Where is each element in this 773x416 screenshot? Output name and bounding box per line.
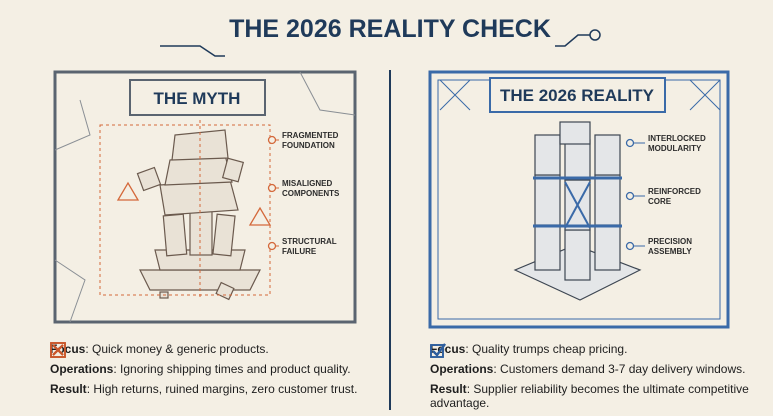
callout-line: ASSEMBLY bbox=[648, 247, 692, 256]
point: Operations: Customers demand 3-7 day del… bbox=[430, 343, 770, 376]
deco-line bbox=[555, 34, 590, 47]
point-body: : Ignoring shipping times and product qu… bbox=[113, 362, 351, 376]
point: Focus: Quality trumps cheap pricing. bbox=[430, 342, 770, 358]
point-text: Operations: Ignoring shipping times and … bbox=[50, 362, 351, 376]
callout-line: INTERLOCKED bbox=[648, 134, 706, 143]
callout-line: MISALIGNED bbox=[282, 179, 332, 188]
label-dot bbox=[625, 241, 635, 251]
myth-heading: THE MYTH bbox=[154, 89, 241, 108]
point-text: Result: Supplier reliability becomes the… bbox=[430, 382, 770, 410]
myth-points: Focus: Quick money & generic products. Op… bbox=[50, 342, 380, 402]
reality-heading: THE 2026 REALITY bbox=[500, 86, 655, 105]
callout-label: STRUCTURAL FAILURE bbox=[282, 237, 337, 256]
label-dot bbox=[267, 183, 277, 193]
title: THE 2026 REALITY CHECK bbox=[229, 15, 551, 43]
point-key: Result bbox=[430, 382, 467, 396]
callout-line: FAILURE bbox=[282, 247, 317, 256]
callout-line: REINFORCED bbox=[648, 187, 701, 196]
point-body: : Supplier reliability becomes the ultim… bbox=[430, 382, 749, 410]
point: Result: High returns, ruined margins, ze… bbox=[50, 342, 380, 396]
callout-label: MISALIGNED COMPONENTS bbox=[282, 179, 340, 198]
point-body: : Quality trumps cheap pricing. bbox=[465, 342, 628, 356]
crack bbox=[54, 71, 356, 323]
callout-line: STRUCTURAL bbox=[282, 237, 337, 246]
point-body: : Customers demand 3-7 day delivery wind… bbox=[493, 362, 746, 376]
reinforcement bbox=[533, 176, 622, 229]
reality-heading-box bbox=[489, 77, 666, 113]
point: Operations: Ignoring shipping times and … bbox=[50, 342, 380, 376]
x-icon bbox=[50, 342, 66, 358]
check-icon bbox=[430, 343, 446, 358]
point-key: Operations bbox=[430, 362, 494, 376]
callout-line: FRAGMENTED bbox=[282, 131, 339, 140]
solid-tower bbox=[513, 121, 642, 301]
point-key: Result bbox=[50, 382, 87, 396]
callout-label: FRAGMENTED FOUNDATION bbox=[282, 131, 339, 150]
label-dot bbox=[625, 138, 635, 148]
crumbling-tower bbox=[136, 129, 261, 301]
callout-line: COMPONENTS bbox=[282, 189, 340, 198]
guide-lines bbox=[99, 120, 271, 300]
label-dot bbox=[267, 241, 277, 251]
point-body: : Quick money & generic products. bbox=[85, 342, 269, 356]
callout-label: PRECISION ASSEMBLY bbox=[648, 237, 692, 256]
point-text: Operations: Customers demand 3-7 day del… bbox=[430, 362, 745, 376]
reality-frame bbox=[428, 70, 730, 329]
point-key: Focus bbox=[50, 342, 86, 356]
blueprint-cross bbox=[439, 79, 721, 111]
reality-points: Focus: Quality trumps cheap pricing. Oper… bbox=[430, 342, 770, 416]
warning-icon bbox=[116, 181, 272, 226]
point-body: : High returns, ruined margins, zero cus… bbox=[86, 382, 358, 396]
callout-line: MODULARITY bbox=[648, 144, 702, 153]
callout-line: PRECISION bbox=[648, 237, 692, 246]
callout-line: CORE bbox=[648, 197, 672, 206]
callout-line: FOUNDATION bbox=[282, 141, 335, 150]
deco-line bbox=[160, 45, 225, 57]
callout-label: REINFORCED CORE bbox=[648, 187, 701, 206]
point: Result: Supplier reliability becomes the… bbox=[430, 343, 770, 410]
point-key: Operations bbox=[50, 362, 114, 376]
myth-frame bbox=[53, 70, 357, 324]
callout-label: INTERLOCKED MODULARITY bbox=[648, 134, 706, 153]
myth-heading-box bbox=[129, 79, 266, 116]
label-dot bbox=[267, 135, 277, 145]
point-text: Focus: Quality trumps cheap pricing. bbox=[430, 342, 627, 356]
point-text: Result: High returns, ruined margins, ze… bbox=[50, 382, 357, 396]
deco-dot bbox=[589, 29, 601, 41]
label-dot bbox=[625, 191, 635, 201]
point: Focus: Quick money & generic products. bbox=[50, 342, 380, 358]
point-text: Focus: Quick money & generic products. bbox=[50, 342, 269, 356]
